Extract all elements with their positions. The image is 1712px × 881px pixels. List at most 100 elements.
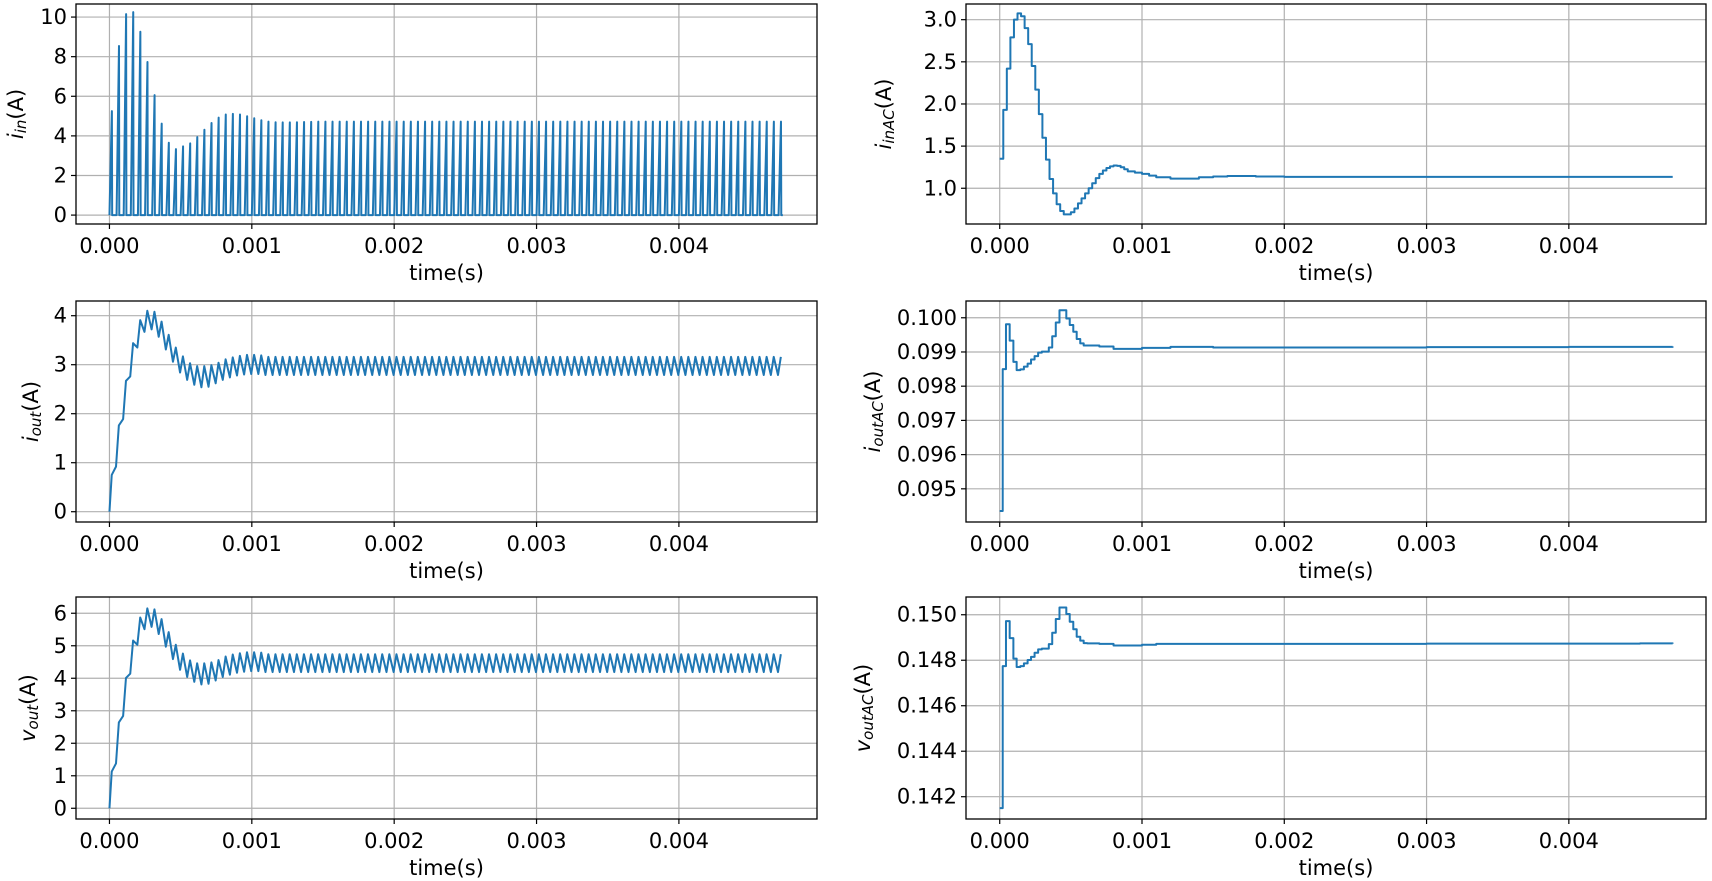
y-tick-label: 2 — [54, 402, 67, 426]
y-label-symbol: v — [16, 729, 40, 742]
series-line-i-in-ac — [999, 12, 1673, 216]
y-label-unit: (A) — [861, 371, 885, 402]
y-tick-label: 0.098 — [897, 374, 957, 398]
x-tick-label: 0.000 — [79, 234, 139, 258]
y-tick-label: 1 — [54, 451, 67, 475]
y-label-symbol: i — [4, 133, 28, 139]
x-tick-label: 0.003 — [506, 829, 566, 853]
y-label-unit: (A) — [872, 78, 896, 109]
x-tick-label: 0.001 — [1112, 829, 1172, 853]
y-tick-label: 0.142 — [897, 785, 957, 809]
y-tick-label: 4 — [54, 304, 67, 328]
y-tick-label: 2 — [54, 163, 67, 187]
x-tick-label: 0.001 — [1112, 234, 1172, 258]
y-tick-label: 6 — [54, 601, 67, 625]
x-tick-label: 0.003 — [1396, 829, 1456, 853]
x-axis-label: time(s) — [1299, 559, 1374, 583]
x-tick-label: 0.003 — [1396, 234, 1456, 258]
x-axis-label: time(s) — [409, 261, 484, 285]
y-tick-label: 3.0 — [924, 8, 957, 32]
x-axis-label: time(s) — [409, 559, 484, 583]
y-tick-label: 8 — [54, 45, 67, 69]
y-label-unit: (A) — [851, 664, 875, 695]
subplot-i-out-ac: 0.000 0.001 0.002 0.003 0.004 0.095 0.096 0.097… — [861, 300, 1707, 583]
y-label-subscript: in — [12, 120, 30, 134]
x-tick-label: 0.002 — [364, 532, 424, 556]
subplot-i-in-ac: 0.000 0.001 0.002 0.003 0.004 1.0 1.5 2.0 2.5 3.0… — [872, 3, 1707, 285]
x-tick-label: 0.001 — [222, 829, 282, 853]
x-tick-label: 0.003 — [506, 532, 566, 556]
y-tick-label: 2.5 — [924, 50, 957, 74]
y-label-symbol: i — [19, 436, 43, 442]
y-label-symbol: i — [872, 144, 896, 150]
x-tick-label: 0.002 — [1254, 829, 1314, 853]
y-tick-label: 0.097 — [897, 408, 957, 432]
y-tick-label: 0 — [54, 500, 67, 524]
y-tick-label: 0 — [54, 796, 67, 820]
y-label-unit: (A) — [19, 381, 43, 412]
y-tick-label: 0.095 — [897, 477, 957, 501]
x-tick-label: 0.004 — [1539, 829, 1599, 853]
x-tick-label: 0.000 — [970, 532, 1030, 556]
subplot-v-out-ac: 0.000 0.001 0.002 0.003 0.004 0.142 0.144 0.146… — [851, 596, 1707, 880]
y-label-symbol: i — [861, 446, 885, 452]
series-line-v-out — [108, 607, 782, 809]
y-tick-label: 1 — [54, 764, 67, 788]
axes-frame — [75, 3, 818, 225]
y-tick-label: 5 — [54, 634, 67, 658]
y-tick-label: 0.150 — [897, 603, 957, 627]
axes-frame — [965, 3, 1707, 225]
x-tick-label: 0.003 — [1396, 532, 1456, 556]
x-tick-label: 0.002 — [364, 829, 424, 853]
x-tick-label: 0.001 — [222, 234, 282, 258]
x-tick-label: 0.004 — [649, 829, 709, 853]
y-tick-label: 0.146 — [897, 694, 957, 718]
y-label-subscript: inAC — [880, 109, 898, 144]
x-tick-label: 0.002 — [364, 234, 424, 258]
y-tick-label: 0.099 — [897, 340, 957, 364]
y-label-subscript: outAC — [869, 401, 887, 447]
y-label-subscript: out — [27, 411, 45, 437]
axes-frame — [75, 596, 818, 820]
y-label-subscript: out — [24, 704, 42, 730]
y-tick-label: 2 — [54, 731, 67, 755]
y-tick-label: 10 — [40, 5, 67, 29]
y-tick-label: 0.144 — [897, 739, 957, 763]
axes-frame — [965, 300, 1707, 523]
x-tick-label: 0.000 — [970, 829, 1030, 853]
x-tick-label: 0.001 — [222, 532, 282, 556]
series-line-i-in — [108, 11, 783, 217]
axes-frame — [75, 300, 818, 523]
x-tick-label: 0.004 — [649, 532, 709, 556]
y-tick-label: 1.5 — [924, 134, 957, 158]
series-line-i-out — [108, 309, 782, 512]
x-tick-label: 0.000 — [79, 829, 139, 853]
x-tick-label: 0.003 — [506, 234, 566, 258]
axes-frame — [965, 596, 1707, 820]
y-label-unit: (A) — [16, 674, 40, 705]
subplot-i-in: 0.000 0.001 0.002 0.003 0.004 0 2 4 6 8 10 time(s) i… — [4, 3, 818, 285]
y-tick-label: 0 — [54, 203, 67, 227]
y-tick-label: 6 — [54, 84, 67, 108]
series-line-v-out-ac — [999, 606, 1674, 810]
y-label-subscript: outAC — [859, 694, 877, 740]
x-tick-label: 0.001 — [1112, 532, 1172, 556]
y-tick-label: 3 — [54, 699, 67, 723]
y-tick-label: 1.0 — [924, 176, 957, 200]
x-tick-label: 0.000 — [970, 234, 1030, 258]
y-tick-label: 0.096 — [897, 443, 957, 467]
x-tick-label: 0.002 — [1254, 234, 1314, 258]
y-label-symbol: v — [851, 739, 875, 752]
x-axis-label: time(s) — [409, 856, 484, 880]
y-axis-label: ioutAC(A) — [861, 371, 887, 453]
subplot-i-out: 0.000 0.001 0.002 0.003 0.004 0 1 2 3 4 time(s) iou… — [19, 300, 818, 583]
x-tick-label: 0.004 — [1539, 532, 1599, 556]
y-tick-label: 4 — [54, 666, 67, 690]
y-axis-label: iinAC(A) — [872, 78, 898, 149]
y-tick-label: 4 — [54, 124, 67, 148]
series-line-i-out-ac — [999, 309, 1674, 513]
y-tick-label: 3 — [54, 353, 67, 377]
y-axis-label: iout(A) — [19, 381, 45, 442]
y-tick-label: 0.100 — [897, 306, 957, 330]
